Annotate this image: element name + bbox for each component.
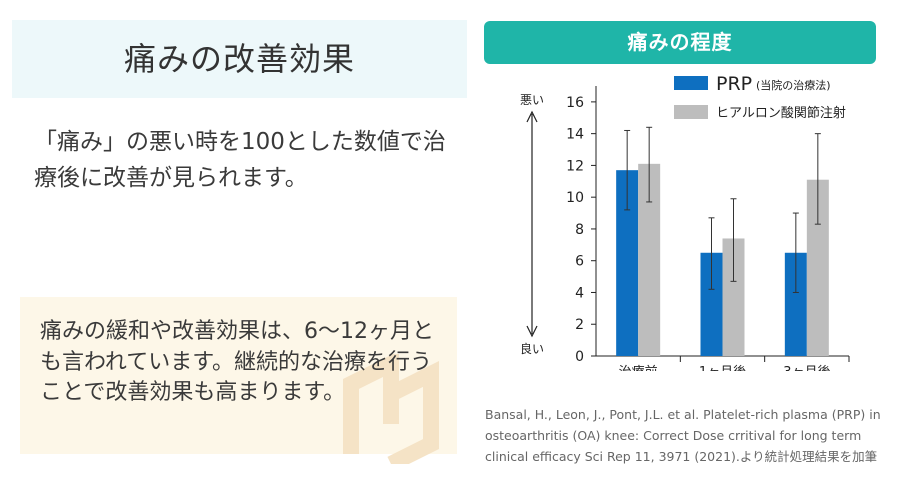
bar [784,252,807,356]
y-tick-label: 10 [566,190,584,206]
legend-label-prp-suffix: (当院の治療法) [756,78,831,92]
y-tick-label: 16 [566,95,584,111]
citation-text: Bansal, H., Leon, J., Pont, J.L. et al. … [485,407,881,464]
note-text: 痛みの緩和や改善効果は、6〜12ヶ月とも言われています。継続的な治療を行うことで… [40,319,434,405]
description-text: 「痛み」の悪い時を100とした数値で治療後に改善が見られます。 [34,129,446,191]
logo-watermark-icon [343,354,439,464]
y-bottom-label: 良い [520,341,544,356]
bar [806,179,829,356]
x-tick-label: 1ヶ月後 [699,365,746,371]
y-tick-label: 2 [575,317,584,333]
legend-label-prp: PRP [716,73,752,95]
bar [722,238,745,356]
y-tick-label: 8 [575,222,584,238]
x-tick-label: 治療前 [619,364,658,371]
y-top-label: 悪い [520,93,544,107]
bar [638,163,661,356]
legend-swatch-prp [674,76,708,90]
legend-swatch-hyaluronic [674,105,708,119]
y-tick-label: 4 [575,285,584,301]
chart-header-label: 痛みの程度 [627,30,733,54]
y-tick-label: 0 [575,349,584,365]
legend-label-hyaluronic: ヒアルロン酸関節注射 [716,105,846,121]
y-tick-label: 6 [575,254,584,270]
bar [616,170,639,356]
y-tick-label: 12 [566,158,584,174]
arrow-up-icon [526,110,538,123]
x-tick-label: 3ヶ月後 [783,365,830,371]
note-panel: 痛みの緩和や改善効果は、6〜12ヶ月とも言われています。継続的な治療を行うことで… [20,297,457,464]
title-panel: 痛みの改善効果 [12,20,467,98]
arrow-down-icon [526,325,538,338]
page-title: 痛みの改善効果 [123,40,355,78]
chart-header: 痛みの程度 [484,21,876,64]
y-tick-label: 14 [566,127,584,143]
bar [700,252,723,356]
